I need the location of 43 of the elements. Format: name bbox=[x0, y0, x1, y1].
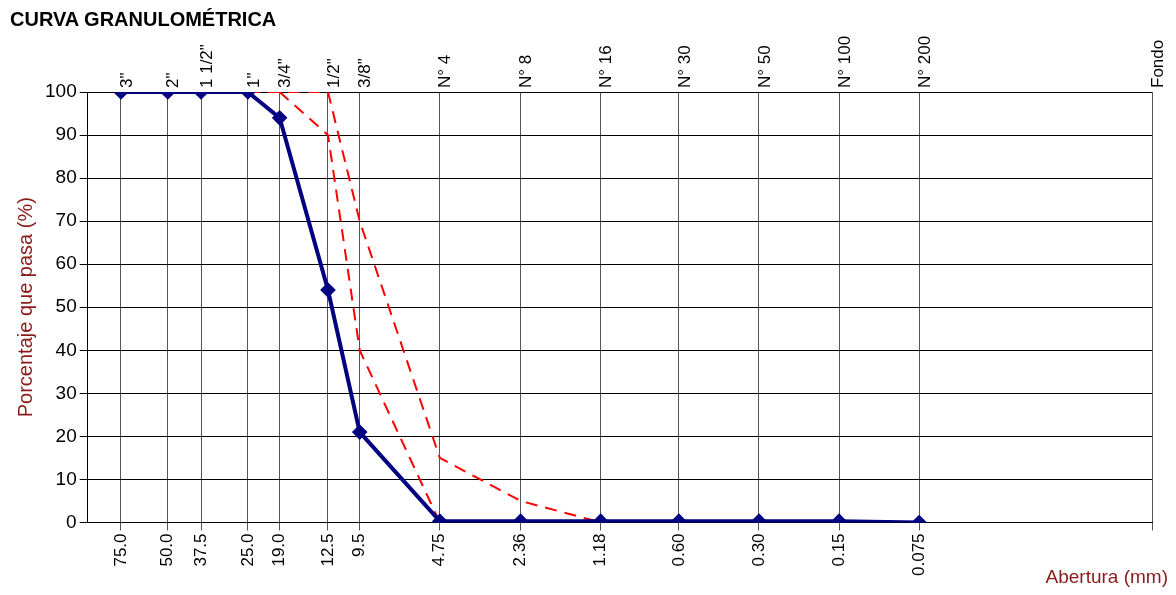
x-tick-label: 0.60 bbox=[668, 533, 688, 567]
text: N° 30 bbox=[674, 45, 694, 88]
x-tick-label: 0.15 bbox=[828, 533, 848, 567]
x-tick-label: 75.0 bbox=[110, 533, 130, 567]
y-tick-label: 80 bbox=[55, 166, 77, 188]
text: 3/4" bbox=[275, 58, 295, 88]
x-tick-label: 25.0 bbox=[237, 533, 257, 567]
x-tick-label: 1.18 bbox=[590, 533, 610, 567]
x-tick-label: 0.30 bbox=[748, 533, 768, 567]
text: N° 200 bbox=[914, 35, 934, 88]
y-tick-label: 90 bbox=[55, 123, 77, 145]
text: 1/2" bbox=[323, 58, 343, 88]
x-tick-label: 12.5 bbox=[317, 533, 337, 567]
y-axis-title: Porcentaje que pasa (%) bbox=[13, 197, 36, 418]
x-tick-label: 19.0 bbox=[269, 533, 289, 567]
x-tick-label: 37.5 bbox=[190, 533, 210, 567]
x-axis-title: Abertura (mm) bbox=[1045, 565, 1168, 587]
y-tick-label: 30 bbox=[55, 381, 77, 403]
y-tick-label: 0 bbox=[66, 510, 77, 532]
text: 3" bbox=[116, 72, 136, 88]
x-tick-label: 50.0 bbox=[157, 533, 177, 567]
y-tick-label: 10 bbox=[55, 467, 77, 489]
text: N° 16 bbox=[596, 45, 616, 88]
y-tick-label: 60 bbox=[55, 252, 77, 274]
y-tick-label: 20 bbox=[55, 424, 77, 446]
y-tick-label: 70 bbox=[55, 209, 77, 231]
y-tick-label: 100 bbox=[45, 80, 77, 102]
text: N° 100 bbox=[834, 35, 854, 88]
x-tick-label: 2.36 bbox=[510, 533, 530, 567]
text: 2" bbox=[163, 72, 183, 88]
x-tick-label: 9.5 bbox=[349, 533, 369, 558]
chart-title: CURVA GRANULOMÉTRICA bbox=[10, 7, 277, 30]
y-tick-label: 40 bbox=[55, 338, 77, 360]
text: N° 4 bbox=[435, 54, 455, 88]
x-tick-label: 0.075 bbox=[908, 533, 928, 577]
text: N° 50 bbox=[754, 45, 774, 88]
text: N° 8 bbox=[516, 54, 536, 88]
text: Fondo bbox=[1147, 39, 1167, 88]
text: 1" bbox=[243, 72, 263, 88]
text: 3/8" bbox=[355, 58, 375, 88]
x-tick-label: 4.75 bbox=[429, 533, 449, 567]
y-tick-label: 50 bbox=[55, 295, 77, 317]
text: 1 1/2" bbox=[196, 44, 216, 88]
